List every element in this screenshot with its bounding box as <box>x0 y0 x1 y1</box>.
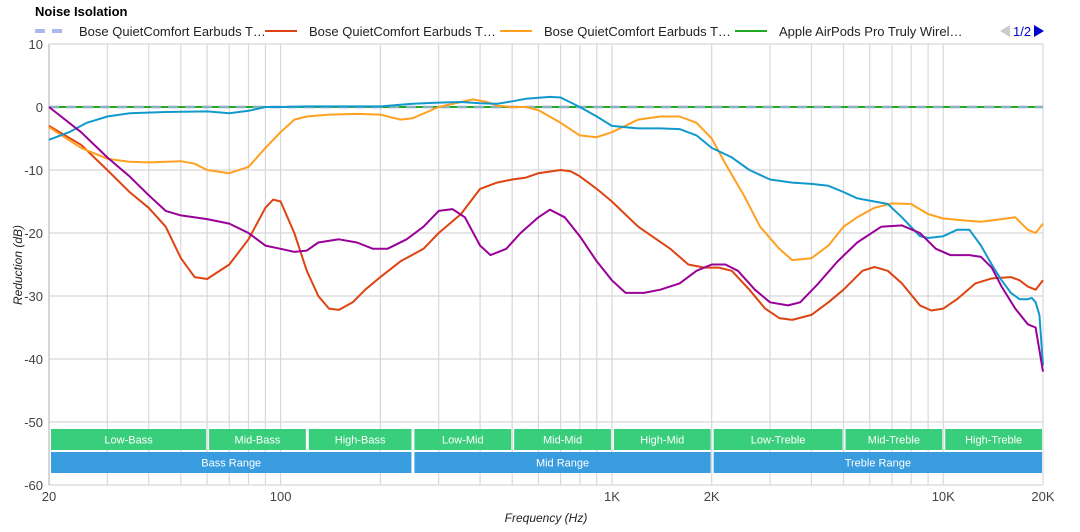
x-axis-label: Frequency (Hz) <box>505 511 588 525</box>
y-tick-label: 0 <box>36 100 43 115</box>
band-mid-range <box>414 452 711 473</box>
chart-title: Noise Isolation <box>35 4 128 19</box>
y-tick-label: -30 <box>24 289 43 304</box>
legend-pager: 1/2 <box>1000 24 1044 39</box>
band-high-bass <box>308 429 412 450</box>
band-mid-treble <box>845 429 943 450</box>
legend-label: Bose QuietComfort Earbuds T… <box>79 24 266 39</box>
series-lines <box>48 95 1044 372</box>
y-tick-label: -40 <box>24 352 43 367</box>
x-tick-label: 2K <box>704 489 720 504</box>
band-label: Mid-Treble <box>868 435 920 447</box>
band-label: Low-Mid <box>442 435 484 447</box>
pager-label: 1/2 <box>1013 24 1031 39</box>
legend-item[interactable]: Bose QuietComfort Earbuds T… <box>500 24 731 39</box>
y-tick-label: 10 <box>29 37 43 52</box>
band-treble-range <box>713 452 1042 473</box>
y-tick-label: -60 <box>24 478 43 493</box>
legend: Bose QuietComfort Earbuds T… Bose QuietCo… <box>35 24 963 39</box>
range-bands: Low-Bass Mid-Bass High-Bass Low-Mid Mid-Mid H… <box>51 429 1042 473</box>
band-mid-bass <box>209 429 306 450</box>
band-low-bass <box>51 429 207 450</box>
legend-label: Apple AirPods Pro Truly Wirel… <box>779 24 963 39</box>
band-label: Treble Range <box>845 458 911 470</box>
series-line-2 <box>48 125 1044 321</box>
band-low-mid <box>414 429 512 450</box>
band-high-mid <box>613 429 711 450</box>
band-label: Mid-Mid <box>543 435 582 447</box>
band-label: Bass Range <box>201 458 261 470</box>
series-line-3 <box>48 98 1044 262</box>
band-label: Mid Range <box>536 458 589 470</box>
band-label: Low-Bass <box>104 435 153 447</box>
pager-prev-icon[interactable] <box>1000 25 1010 37</box>
x-tick-label: 20K <box>1031 489 1054 504</box>
series-line-5 <box>48 95 1044 366</box>
legend-label: Bose QuietComfort Earbuds T… <box>309 24 496 39</box>
x-tick-label: 10K <box>932 489 955 504</box>
legend-label: Bose QuietComfort Earbuds T… <box>544 24 731 39</box>
y-tick-label: -20 <box>24 226 43 241</box>
band-label: High-Mid <box>640 435 684 447</box>
band-label: High-Treble <box>965 435 1022 447</box>
pager-next-icon[interactable] <box>1034 25 1044 37</box>
y-axis-label: Reduction (dB) <box>11 225 25 305</box>
x-tick-label: 20 <box>42 489 56 504</box>
band-low-treble <box>713 429 843 450</box>
band-high-treble <box>945 429 1042 450</box>
band-label: High-Bass <box>335 435 386 447</box>
y-tick-label: -10 <box>24 163 43 178</box>
series-line-6 <box>48 106 1044 372</box>
grid <box>48 43 1044 486</box>
x-tick-label: 100 <box>270 489 292 504</box>
x-tick-label: 1K <box>604 489 620 504</box>
legend-item[interactable]: Bose QuietComfort Earbuds T… <box>265 24 496 39</box>
y-tick-label: -50 <box>24 415 43 430</box>
legend-item[interactable]: Bose QuietComfort Earbuds T… <box>35 24 266 39</box>
band-label: Low-Treble <box>751 435 806 447</box>
band-mid-mid <box>514 429 611 450</box>
legend-item[interactable]: Apple AirPods Pro Truly Wirel… <box>735 24 963 39</box>
band-bass-range <box>51 452 412 473</box>
band-label: Mid-Bass <box>235 435 281 447</box>
